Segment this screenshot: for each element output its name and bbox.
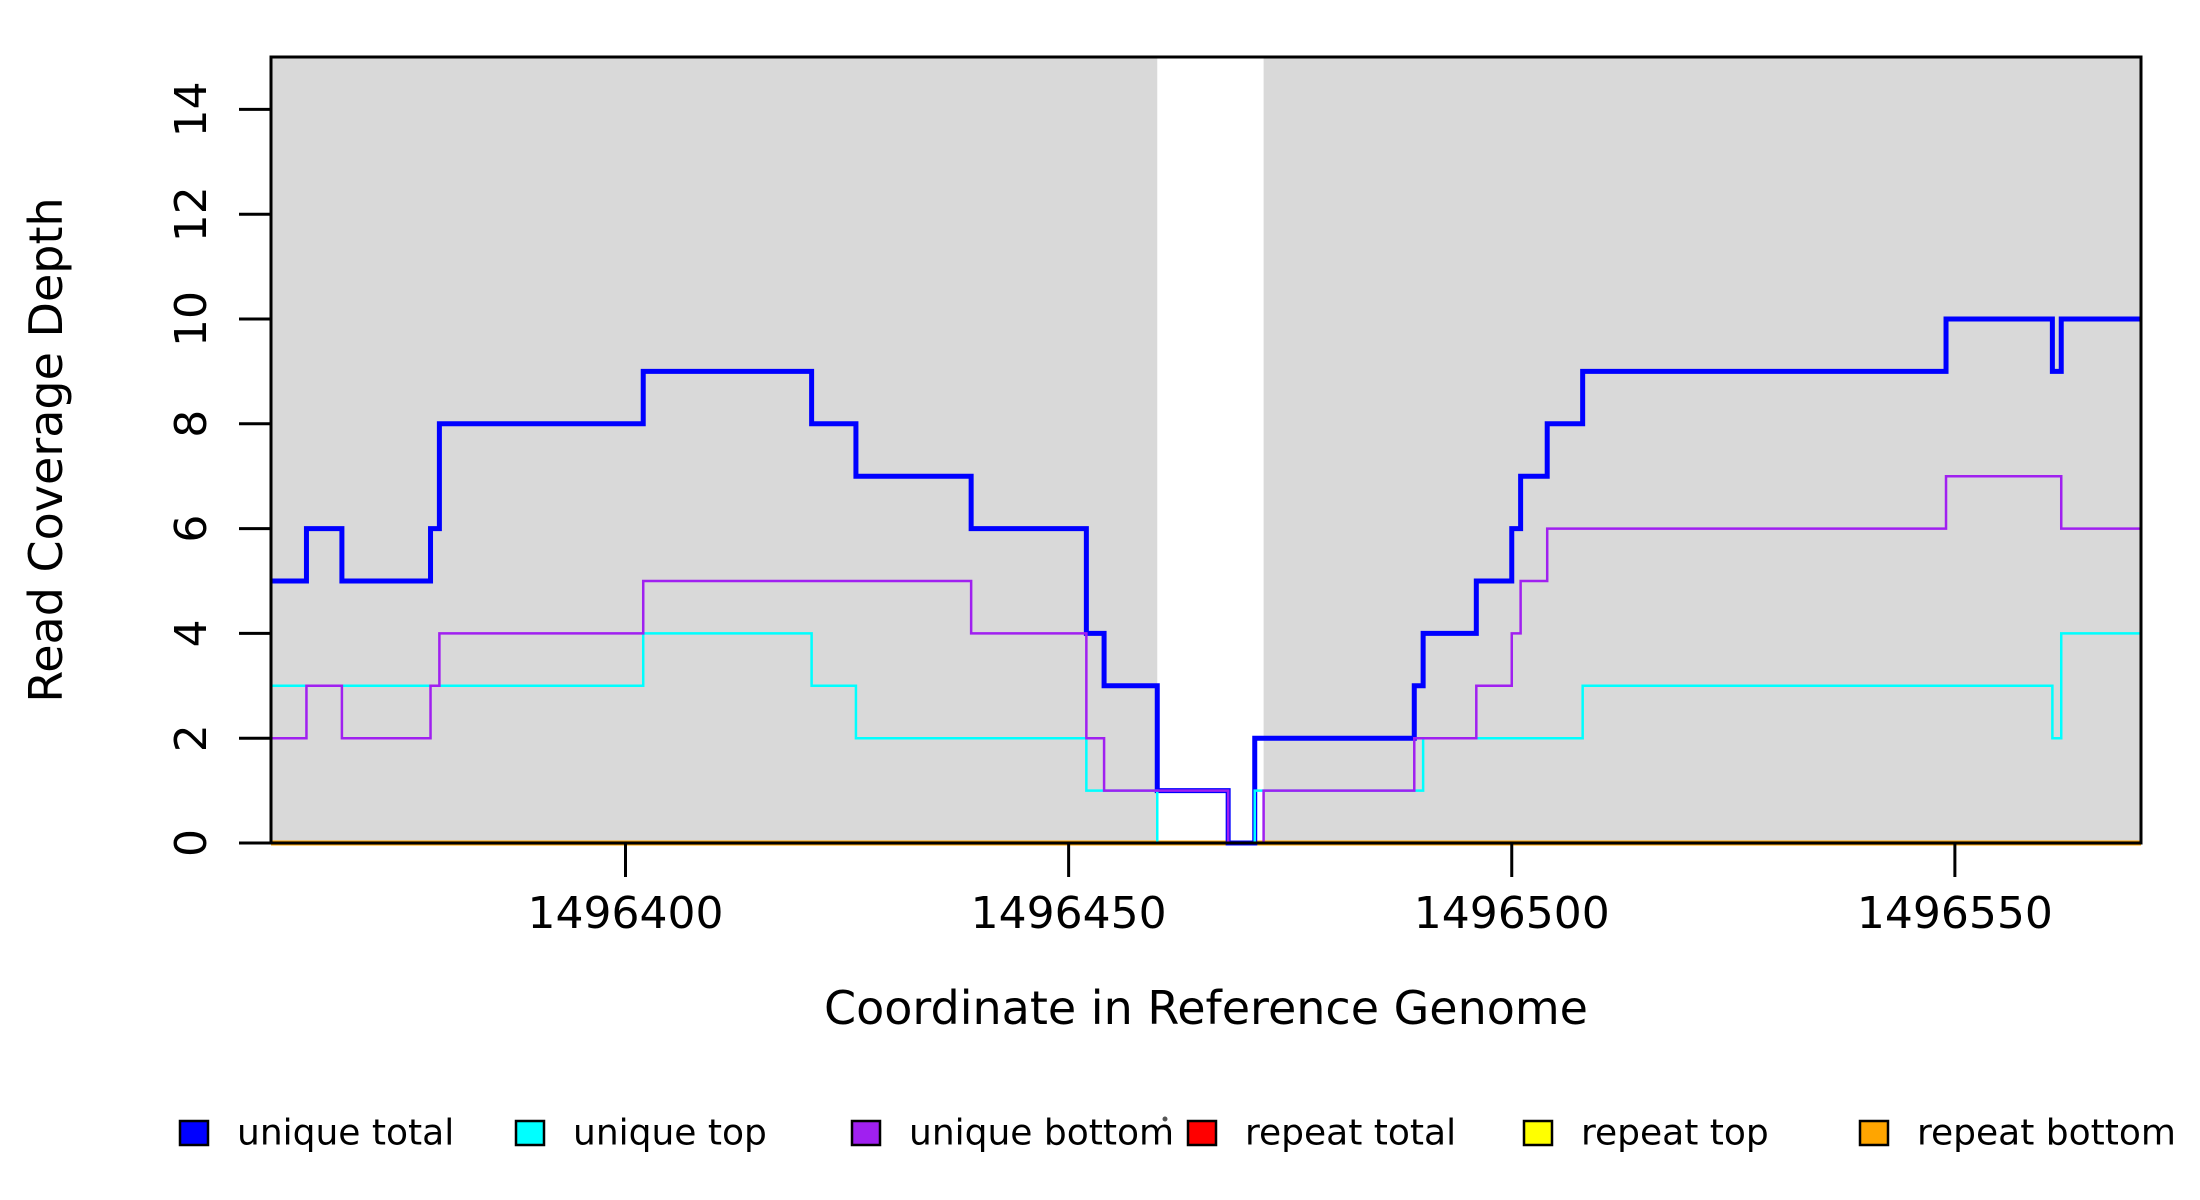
legend-label: unique top: [573, 1113, 767, 1154]
plot-border-box: [269, 55, 2143, 845]
legend-item-repeat-top: repeat top: [1522, 1113, 1769, 1154]
y-tick-label: 0: [166, 829, 217, 857]
legend-label: repeat total: [1245, 1113, 1456, 1154]
stray-speck-dot: [1162, 1116, 1168, 1122]
legend-label: repeat bottom: [1917, 1113, 2176, 1154]
y-tick-label: 10: [166, 291, 217, 347]
legend-swatch: [1186, 1119, 1218, 1147]
legend-item-unique-top: unique top: [514, 1113, 767, 1154]
x-tick-label: 1496550: [1857, 888, 2053, 939]
y-tick-label: 2: [166, 724, 217, 752]
legend-item-repeat-total: repeat total: [1186, 1113, 1456, 1154]
y-tick-label: 4: [166, 619, 217, 647]
legend: unique total unique top unique bottom repea…: [178, 1113, 2176, 1154]
legend-item-repeat-bottom: repeat bottom: [1858, 1113, 2176, 1154]
legend-label: unique total: [237, 1113, 454, 1154]
legend-swatch: [1858, 1119, 1890, 1147]
legend-item-unique-bottom: unique bottom: [850, 1113, 1174, 1154]
y-tick-label: 14: [166, 81, 217, 137]
series-unique-bottom-line: [271, 474, 2141, 845]
legend-label: repeat top: [1581, 1113, 1769, 1154]
legend-swatch: [514, 1119, 546, 1147]
legend-item-unique-total: unique total: [178, 1113, 454, 1154]
misc-marks-layer: [1162, 1116, 1168, 1122]
x-tick-label: 1496500: [1414, 888, 1610, 939]
legend-swatch: [850, 1119, 882, 1147]
legend-label: unique bottom: [909, 1113, 1174, 1154]
shaded-region-1: [271, 57, 1158, 843]
y-tick-label: 8: [166, 410, 217, 438]
shaded-regions-layer: [271, 57, 2141, 843]
shaded-region-2: [1263, 57, 2141, 843]
y-tick-label: 12: [166, 186, 217, 242]
y-tick-label: 6: [166, 515, 217, 543]
legend-swatch: [178, 1119, 210, 1147]
x-tick-label: 1496400: [528, 888, 724, 939]
x-tick-label: 1496450: [971, 888, 1167, 939]
plot-frame-layer: [269, 55, 2143, 845]
legend-swatch: [1522, 1119, 1554, 1147]
y-axis-title: Read Coverage Depth: [19, 197, 73, 702]
x-axis-title: Coordinate in Reference Genome: [824, 981, 1588, 1035]
axes-ticks-layer: 1496400 1496450 1496500 1496550 0 2 4 6 8 10 12 14: [166, 81, 2053, 939]
